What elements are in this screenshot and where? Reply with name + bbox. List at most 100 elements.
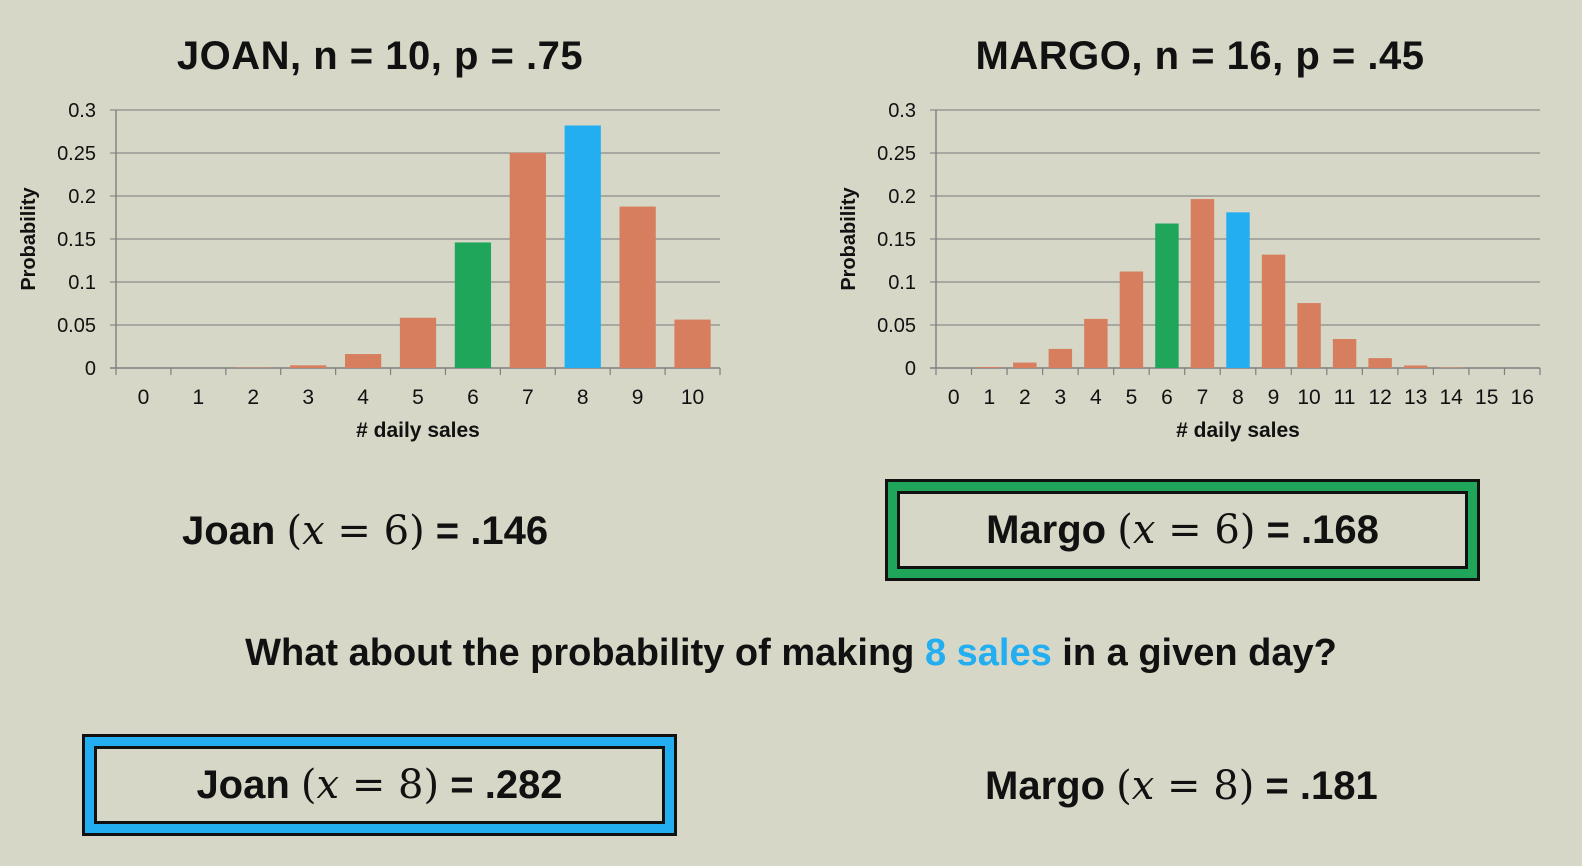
eq-result: .168 <box>1301 508 1379 552</box>
x-axis-label: # daily sales <box>1176 419 1300 442</box>
question-before: What about the probability of making <box>245 632 925 674</box>
question-after: in a given day? <box>1051 632 1337 674</box>
eq-var: x <box>302 508 325 554</box>
eq-op: = <box>337 508 371 554</box>
bar <box>977 367 1002 368</box>
joan-chart: JOAN, n = 10, p = .75 0 0.05 0.1 0.15 0.2 0.2… <box>0 0 760 450</box>
x-tick-label: 1 <box>193 386 205 409</box>
x-tick-label: 12 <box>1368 386 1391 409</box>
x-tick-label: 0 <box>948 386 960 409</box>
margo-x6-highlight-box: Margo (x = 6) = .168 <box>885 479 1480 581</box>
bar <box>1368 358 1392 368</box>
eq-name: Joan <box>196 763 290 807</box>
x-tick-label: 8 <box>1232 386 1244 409</box>
x-tick-label: 13 <box>1404 386 1427 409</box>
x-tick-label: 5 <box>412 386 424 409</box>
y-tick-label: 0 <box>85 358 96 380</box>
bar <box>454 242 492 368</box>
margo-x8-equation: Margo (x = 8) = .181 <box>985 763 1378 809</box>
eq-op: = <box>351 762 386 808</box>
x-tick-label: 10 <box>1297 386 1320 409</box>
bar <box>1084 318 1108 368</box>
margo-chart-svg: 00.050.10.150.20.250.30 1 2 3 4 5 6 7 8 9 10 11 12 13… <box>838 100 1541 442</box>
x-tick-label: 16 <box>1511 386 1534 409</box>
eq-math: (x = 8) <box>300 762 440 808</box>
bar <box>1155 223 1179 368</box>
bar <box>564 125 601 368</box>
eq-op: = <box>1168 507 1202 553</box>
bar <box>399 317 437 368</box>
y-tick-label: 0.2 <box>68 186 96 208</box>
margo-chart: MARGO, n = 16, p = .45 0 0.05 0.1 0.15 0.2 0.… <box>820 0 1580 450</box>
bar <box>290 365 327 368</box>
eq-var: x <box>1132 507 1156 553</box>
bar <box>674 319 711 368</box>
eq-name: Joan <box>182 509 276 553</box>
question-text: What about the probability of making 8 s… <box>0 632 1582 675</box>
x-tick-label: 1 <box>983 386 995 409</box>
x-tick-label: 7 <box>1197 386 1209 409</box>
bar <box>619 206 656 368</box>
x-axis-label: # daily sales <box>356 419 480 442</box>
question-highlight: 8 sales <box>924 632 1052 674</box>
x-tick-label: 15 <box>1475 386 1498 409</box>
x-tick-label: 3 <box>302 386 314 409</box>
eq-k: 8 <box>1213 763 1239 809</box>
y-tick-label: 0.25 <box>57 143 96 165</box>
x-tick-label: 2 <box>247 386 259 409</box>
y-tick-label: 0.3 <box>68 100 96 122</box>
eq-name: Margo <box>986 508 1107 552</box>
y-tick-label: 0.05 <box>877 315 916 337</box>
y-tick-label: 0.2 <box>888 186 916 208</box>
bar <box>1119 271 1144 368</box>
margo-x6-equation: Margo (x = 6) = .168 <box>986 507 1379 553</box>
bar <box>1190 199 1215 368</box>
x-tick-label: 7 <box>522 386 534 409</box>
joan-x8-highlight-box: Joan (x = 8) = .282 <box>82 734 677 836</box>
joan-chart-svg: 0 0.05 0.1 0.15 0.2 0.25 0.3 0 1 2 3 4 5 6 7 8 9 10 # dail… <box>18 100 721 442</box>
joan-x8-inner: Joan (x = 8) = .282 <box>94 746 665 824</box>
joan-chart-title: JOAN, n = 10, p = .75 <box>176 34 584 78</box>
x-tick-label: 14 <box>1439 386 1463 409</box>
y-tick-label: 0.1 <box>888 272 916 294</box>
eq-k: 6 <box>383 508 410 554</box>
x-tick-label: 4 <box>1090 386 1102 409</box>
margo-x6-inner: Margo (x = 6) = .168 <box>897 491 1468 569</box>
eq-var: x <box>1131 763 1155 809</box>
bar <box>1226 212 1250 368</box>
x-tick-label: 2 <box>1019 386 1031 409</box>
eq-result: .181 <box>1299 764 1378 808</box>
y-tick-label: 0.25 <box>877 143 916 165</box>
margo-chart-title: MARGO, n = 16, p = .45 <box>975 34 1425 78</box>
y-tick-label: 0.05 <box>57 315 96 337</box>
x-tick-label: 10 <box>681 386 704 409</box>
y-tick-label: 0.3 <box>888 100 916 122</box>
eq-math: (x = 6) <box>286 508 425 554</box>
y-axis-label: Probability <box>18 186 40 290</box>
eq-math: (x = 6) <box>1117 507 1256 553</box>
bar <box>1403 365 1428 368</box>
eq-result: .282 <box>484 763 563 807</box>
x-tick-label: 3 <box>1055 386 1067 409</box>
eq-k: 6 <box>1214 507 1240 553</box>
y-tick-label: 0 <box>905 358 916 380</box>
x-tick-label: 6 <box>467 386 479 409</box>
bar <box>1332 339 1357 368</box>
eq-op: = <box>1167 763 1201 809</box>
bar <box>1048 348 1073 368</box>
y-axis-label: Probability <box>838 186 860 290</box>
y-tick-label: 0.1 <box>68 272 96 294</box>
x-tick-label: 8 <box>577 386 589 409</box>
x-tick-label: 9 <box>632 386 644 409</box>
eq-var: x <box>316 762 340 808</box>
y-tick-label: 0.15 <box>877 229 916 251</box>
eq-k: 8 <box>398 762 424 808</box>
joan-x6-equation: Joan (x = 6) = .146 <box>182 508 549 554</box>
joan-x8-equation: Joan (x = 8) = .282 <box>196 762 563 808</box>
x-tick-label: 5 <box>1126 386 1138 409</box>
eq-name: Margo <box>985 764 1105 808</box>
y-tick-label: 0.15 <box>57 229 96 251</box>
eq-result: .146 <box>470 509 549 553</box>
x-tick-label: 6 <box>1161 386 1173 409</box>
x-tick-label: 9 <box>1268 386 1280 409</box>
